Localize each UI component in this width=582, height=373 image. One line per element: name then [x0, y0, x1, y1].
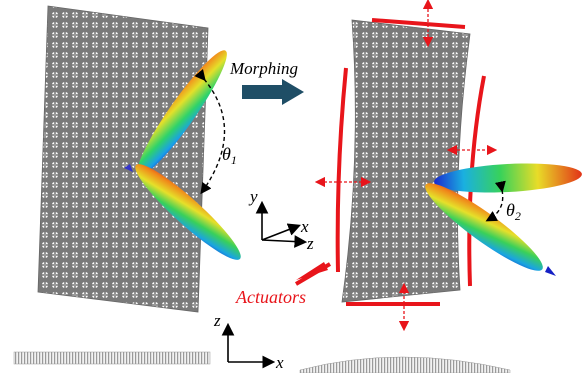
theta1-angle-arc [194, 68, 226, 195]
morphed-metasurface-lattice [341, 19, 471, 303]
curved-side-view [299, 356, 511, 373]
flat-metasurface-lattice [37, 5, 209, 313]
actuator-top [371, 18, 466, 29]
actuators-label: Actuators [235, 287, 306, 307]
morphing-label: Morphing [229, 59, 298, 78]
axis2-x-label: x [275, 353, 284, 372]
axis-y-label: y [248, 187, 258, 206]
axis-z-label: z [306, 234, 314, 253]
xyz-axes [255, 200, 308, 248]
axis2-z-label: z [213, 311, 221, 330]
theta2-label: θ2 [506, 200, 521, 223]
zx-axes [221, 322, 276, 369]
theta2-angle-arc [485, 180, 506, 222]
theta1-label: θ1 [222, 144, 237, 167]
actuation-arrows [314, 0, 498, 332]
actuators-pointer [296, 262, 328, 280]
axis-x-label: x [300, 217, 309, 236]
actuators [335, 18, 486, 306]
flat-side-view [13, 351, 211, 365]
right-radiation-lobes [425, 163, 582, 276]
actuator-left [335, 67, 348, 273]
morphing-arrow [242, 79, 304, 105]
